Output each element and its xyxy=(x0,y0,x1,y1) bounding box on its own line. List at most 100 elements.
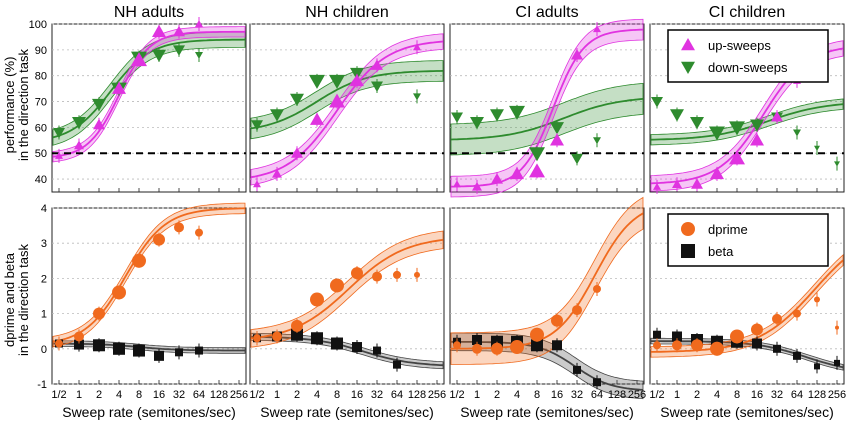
panel-title: NH adults xyxy=(114,4,184,21)
y-label-top-line2: in the direction task xyxy=(16,49,31,162)
up-sweeps-marker xyxy=(291,147,303,158)
dprime-marker xyxy=(710,341,724,356)
dprime-fit-line xyxy=(52,207,246,343)
x-tick-label: 64 xyxy=(791,389,803,401)
beta-marker xyxy=(793,351,801,360)
legend-label: down-sweeps xyxy=(708,60,788,75)
beta-marker xyxy=(154,350,164,361)
down-sweeps-marker xyxy=(173,45,185,56)
x-tick-label: 1/2 xyxy=(449,389,464,401)
up-sweeps-marker xyxy=(152,24,166,38)
up-sweeps-marker xyxy=(729,150,745,165)
x-tick-label: 4 xyxy=(116,389,122,401)
up-sweeps-marker xyxy=(672,179,682,188)
panel-title: NH children xyxy=(305,4,389,21)
down-sweeps-fit-line xyxy=(250,70,444,130)
panel-title: CI adults xyxy=(515,4,578,21)
x-tick-label: 128 xyxy=(408,389,426,401)
dprime-marker xyxy=(751,323,763,336)
up-sweeps-marker xyxy=(310,112,324,125)
up-sweeps-marker xyxy=(253,180,261,188)
dprime-marker xyxy=(132,253,146,268)
down-sweeps-marker xyxy=(729,121,745,136)
dprime-marker xyxy=(653,341,661,350)
beta-marker xyxy=(133,344,145,357)
dprime-marker xyxy=(572,305,582,316)
y-label-bottom-line1: dprime and beta xyxy=(2,252,17,347)
down-sweeps-marker xyxy=(834,161,840,167)
dprime-marker xyxy=(551,314,563,327)
dprime-marker xyxy=(291,319,303,332)
up-sweeps-marker xyxy=(173,25,185,37)
down-sweeps-marker xyxy=(670,109,684,122)
x-tick-label: 32 xyxy=(173,389,185,401)
up-sweeps-fit-line xyxy=(250,40,444,179)
bottom-y-tick-label: 3 xyxy=(41,238,47,250)
legend-label: dprime xyxy=(708,222,748,237)
legend-square-marker xyxy=(681,244,695,258)
down-sweeps-marker xyxy=(709,126,725,141)
beta-marker xyxy=(291,328,303,341)
down-sweeps-marker xyxy=(270,109,284,122)
beta-marker xyxy=(552,340,562,351)
dprime-marker xyxy=(330,278,344,293)
down-sweeps-marker xyxy=(750,119,764,132)
down-sweeps-marker xyxy=(470,116,484,130)
x-tick-label: 64 xyxy=(591,389,603,401)
down-sweeps-fit-band xyxy=(250,60,444,140)
x-tick-label: 1 xyxy=(274,389,280,401)
dprime-marker xyxy=(730,329,744,344)
dprime-marker xyxy=(453,341,461,350)
down-sweeps-marker xyxy=(413,93,421,101)
dprime-marker xyxy=(691,339,703,352)
beta-marker xyxy=(331,337,343,350)
legend-down-marker xyxy=(681,61,695,74)
down-sweeps-marker xyxy=(371,81,383,93)
dprime-marker xyxy=(310,292,324,307)
beta-marker xyxy=(531,339,543,352)
dprime-marker xyxy=(174,222,184,233)
down-sweeps-marker xyxy=(529,147,545,162)
x-tick-label: 64 xyxy=(391,389,403,401)
beta-marker xyxy=(593,378,601,387)
legend-up-marker xyxy=(681,38,695,51)
dprime-marker xyxy=(93,307,105,320)
dprime-marker xyxy=(472,343,482,354)
x-tick-label: 128 xyxy=(210,389,228,401)
down-sweeps-marker xyxy=(92,98,106,112)
up-sweeps-marker xyxy=(413,43,421,51)
up-sweeps-marker xyxy=(491,173,503,184)
x-tick-label: 64 xyxy=(193,389,205,401)
x-tick-label: 4 xyxy=(714,389,720,401)
top-panel-frame xyxy=(249,23,445,193)
down-sweeps-marker xyxy=(53,128,65,139)
top-panel-frame xyxy=(449,23,645,193)
x-tick-label: 256 xyxy=(828,389,846,401)
x-tick-label: 16 xyxy=(751,389,763,401)
beta-marker xyxy=(113,342,125,355)
down-sweeps-marker xyxy=(329,74,345,89)
beta-fit-line xyxy=(451,340,644,391)
x-tick-label: 1/2 xyxy=(249,389,264,401)
beta-marker xyxy=(352,342,362,353)
beta-marker xyxy=(175,348,183,357)
y-label-bottom-line2: in the direction task xyxy=(16,244,31,357)
top-y-tick-label: 70 xyxy=(35,97,47,109)
down-sweeps-marker xyxy=(690,116,704,130)
up-sweeps-marker xyxy=(131,52,147,67)
up-sweeps-marker xyxy=(453,180,461,188)
legend-circle-marker xyxy=(681,222,695,236)
up-sweeps-marker xyxy=(550,133,564,146)
up-sweeps-marker xyxy=(472,181,482,191)
dprime-marker xyxy=(74,331,84,342)
up-sweeps-fit-band xyxy=(250,33,444,186)
dprime-marker xyxy=(195,228,203,237)
beta-marker xyxy=(373,346,381,355)
up-sweeps-marker xyxy=(750,133,764,146)
down-sweeps-marker xyxy=(550,122,564,135)
beta-fit-line xyxy=(53,342,245,352)
beta-marker xyxy=(773,344,781,353)
bottom-y-tick-label: 0 xyxy=(41,344,47,356)
up-sweeps-marker xyxy=(571,49,583,60)
